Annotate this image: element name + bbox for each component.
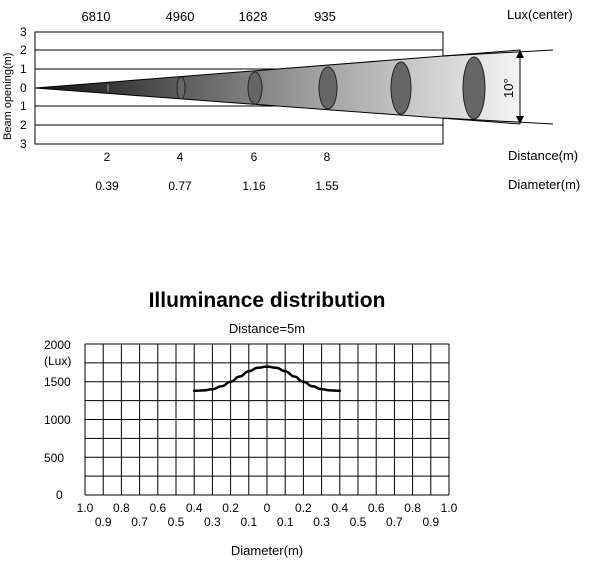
chart-title: Illuminance distribution — [149, 289, 386, 312]
y-axis-label: Beam opening(m) — [2, 53, 14, 140]
x-tick-label: 0.6 — [149, 501, 166, 515]
y-tick: 1500 — [44, 375, 71, 389]
x-tick-label: 0.5 — [168, 515, 185, 529]
distance-label: Distance(m) — [508, 148, 578, 163]
lux-value: 6810 — [82, 9, 111, 24]
x-tick-label: 0 — [264, 501, 271, 515]
lux-value: 935 — [314, 9, 336, 24]
y-unit-label: (Lux) — [44, 354, 71, 368]
y-tick: 3 — [20, 137, 27, 151]
x-tick-label: 0.8 — [113, 501, 130, 515]
diameter-value: 0.39 — [95, 179, 119, 193]
x-tick-label: 0.4 — [331, 501, 348, 515]
y-tick: 2000 — [44, 338, 71, 352]
beam-angle-label: 10° — [501, 78, 516, 98]
x-tick-label: 0.9 — [422, 515, 439, 529]
y-tick: 500 — [44, 451, 64, 465]
x-tick-label: 0.3 — [313, 515, 330, 529]
y-tick: 1 — [20, 99, 27, 113]
beam-section — [462, 56, 486, 120]
x-tick-label: 0.5 — [350, 515, 367, 529]
beam-section — [390, 61, 412, 115]
x-tick-label: 0.2 — [222, 501, 239, 515]
distance-value: 2 — [104, 150, 111, 164]
x-tick-label: 0.8 — [404, 501, 421, 515]
x-tick-label: 1.0 — [77, 501, 94, 515]
chart-subtitle: Distance=5m — [229, 321, 305, 336]
x-tick-label: 0.1 — [240, 515, 257, 529]
lux-center-label: Lux(center) — [507, 7, 573, 22]
x-tick-label: 1.0 — [441, 501, 458, 515]
diameter-value: 1.55 — [315, 179, 339, 193]
illuminance-chart: Illuminance distribution Distance=5m 200… — [44, 289, 458, 558]
diameter-value: 0.77 — [168, 179, 192, 193]
chart-grid — [84, 343, 450, 496]
lux-value: 4960 — [166, 9, 195, 24]
x-tick-label: 0.1 — [277, 515, 294, 529]
illuminance-curve — [192, 365, 342, 393]
beam-edge-line — [442, 49, 554, 57]
y-tick: 2 — [20, 118, 27, 132]
y-tick: 3 — [20, 25, 27, 39]
diameter-label: Diameter(m) — [508, 177, 580, 192]
x-tick-label: 0.9 — [95, 515, 112, 529]
lux-value: 1628 — [239, 9, 268, 24]
x-tick-label: 0.6 — [368, 501, 385, 515]
distance-value: 4 — [177, 150, 184, 164]
y-tick: 2 — [20, 43, 27, 57]
beam-diagram: 6810 4960 1628 935 Lux(center) 3 2 1 0 1… — [2, 7, 580, 193]
x-axis-label: Diameter(m) — [231, 543, 303, 558]
x-tick-row-primary: 1.0 0.8 0.6 0.4 0.2 0 0.2 0.4 0.6 0.8 1.0 — [77, 501, 458, 515]
y-tick: 1 — [20, 62, 27, 76]
beam-section — [105, 82, 111, 94]
x-tick-label: 0.3 — [204, 515, 221, 529]
beam-edge-line — [442, 117, 554, 125]
distance-value: 8 — [324, 150, 331, 164]
y-tick: 0 — [56, 488, 63, 502]
x-tick-label: 0.2 — [295, 501, 312, 515]
beam-section — [247, 71, 263, 105]
distance-value: 6 — [251, 150, 258, 164]
x-tick-label: 0.7 — [131, 515, 148, 529]
x-tick-label: 0.4 — [186, 501, 203, 515]
y-tick: 0 — [20, 81, 27, 95]
y-tick: 1000 — [44, 413, 71, 427]
x-tick-label: 0.7 — [386, 515, 403, 529]
beam-sections — [105, 56, 486, 120]
beam-section — [318, 66, 338, 110]
diameter-value: 1.16 — [242, 179, 266, 193]
beam-section — [176, 76, 186, 100]
x-tick-row-secondary: 0.9 0.7 0.5 0.3 0.1 0.1 0.3 0.5 0.7 0.9 — [95, 515, 440, 529]
